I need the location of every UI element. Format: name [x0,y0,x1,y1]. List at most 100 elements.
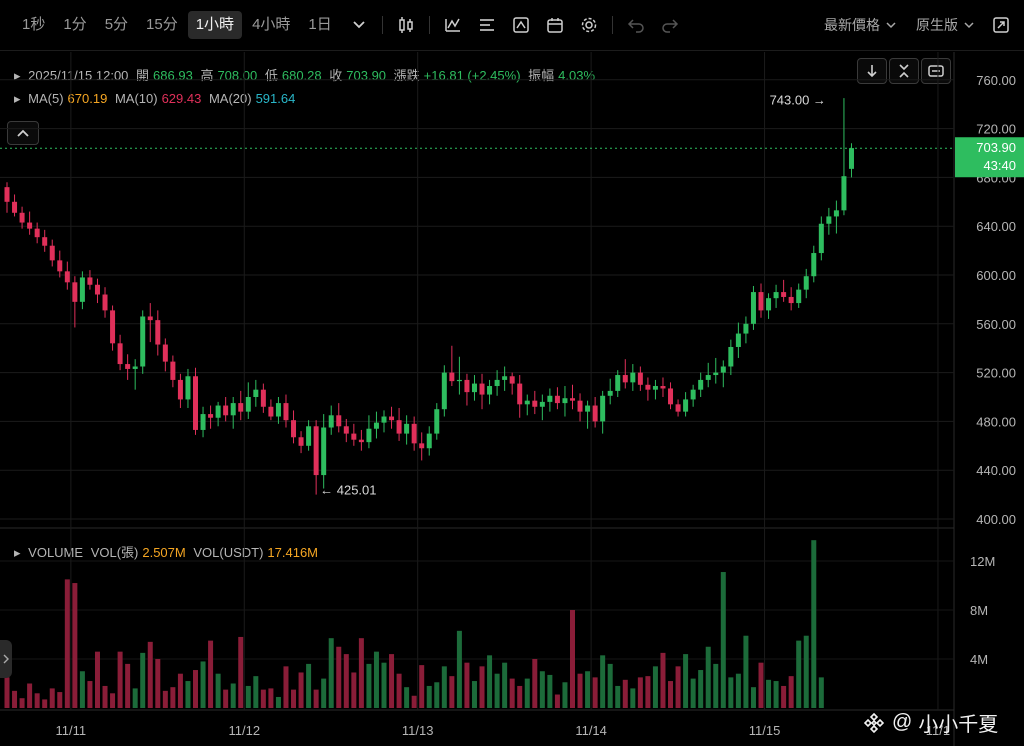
candle-body [788,296,794,304]
volume-bar [811,540,817,708]
time-tick-label: 11/1 [926,723,950,738]
candle-body [652,386,658,390]
collapse-indicators-button[interactable] [7,121,39,145]
volume-bar [788,676,794,708]
interval-5m[interactable]: 5分 [104,16,129,33]
volume-bar [19,698,25,708]
expand-arrow-icon[interactable]: ▸ [14,91,21,106]
volume-bar [185,681,191,708]
candle-body [630,372,636,383]
candle-body [735,333,741,347]
indicator-icon[interactable] [436,11,470,39]
change-label: 漲跌 [393,68,420,83]
candle-type-icon[interactable] [389,11,423,39]
candle-body [238,403,244,412]
candle-body [570,398,575,401]
candle-body [389,416,395,421]
candle-body [585,405,591,412]
layout-icon [928,65,944,77]
volume-bar [803,635,809,708]
low-label: 低 [264,68,278,83]
redo-icon[interactable] [653,11,687,39]
side-panel-toggle[interactable] [0,640,12,678]
volume-bar [487,655,493,708]
time-tick-label: 11/14 [575,723,607,738]
toolbar-divider [428,16,430,34]
calendar-icon[interactable] [538,11,572,39]
volume-bar [170,687,176,708]
candle-body [72,282,78,302]
volume-bar [125,663,131,708]
price-tick-label: 480.00 [976,414,1016,429]
candle-body [713,372,719,376]
interval-1s[interactable]: 1秒 [22,16,46,33]
volume-bar [298,672,304,708]
volume-bar [147,641,153,708]
candle-body [577,400,583,412]
ma10-value: 629.43 [161,91,202,106]
toolbar-divider [381,16,383,34]
candle-body [841,176,847,211]
volume-bar [193,670,198,708]
volume-bar [720,572,726,708]
volume-bar [441,666,447,708]
candle-body [811,253,817,277]
interval-1d[interactable]: 1日 [308,16,332,33]
candle-body [411,423,417,444]
candle-body [487,386,493,395]
volume-bar [260,689,266,708]
interval-4h[interactable]: 4小時 [252,16,291,33]
candle-body [479,383,485,395]
candle-body [268,406,274,417]
candle-body [539,401,545,407]
vol-coin-value: 2.507M [142,545,186,560]
expand-arrow-icon[interactable]: ▸ [14,545,21,560]
interval-1h[interactable]: 1小時 [187,11,243,39]
candle-body [373,422,379,429]
interval-1m[interactable]: 1分 [63,16,87,33]
low-value: 680.28 [281,68,322,83]
candle-body [426,433,432,449]
volume-bar [57,692,63,708]
candle-body [283,403,289,421]
volume-bar [479,666,485,708]
chevron-up-icon [17,129,29,137]
interval-15m[interactable]: 15分 [146,16,178,33]
undo-icon[interactable] [619,11,653,39]
price-tick-label: 640.00 [976,219,1016,234]
candle-body [720,366,726,373]
volume-bar [713,663,719,708]
candle-body [19,212,25,223]
min-price-label: ← 425.01 [320,482,376,497]
max-price-label: 743.00 → [770,93,826,108]
expand-arrow-icon[interactable]: ▸ [14,68,21,83]
candle-body [554,395,560,404]
version-select[interactable]: 原生版 [906,15,984,35]
candle-body [358,439,364,443]
price-type-select[interactable]: 最新價格 [814,15,906,35]
ma20-label: MA(20) [208,91,252,106]
volume-bar [27,683,33,708]
candle-body [698,379,704,390]
drawing-icon[interactable] [504,11,538,39]
volume-bar [668,681,674,708]
settings-list-icon[interactable] [470,11,504,39]
candle-body [193,376,198,430]
candle-body [366,428,372,443]
volume-bar [456,630,462,708]
open-label: 開 [136,68,150,83]
volume-tick-label: 8M [970,603,988,618]
gear-icon[interactable] [572,11,606,39]
candle-body [200,414,206,430]
candle-body [622,375,628,383]
volume-bar [743,635,749,708]
fullscreen-icon[interactable] [984,11,1018,39]
candle-body [600,395,606,422]
chevron-down-icon[interactable] [342,11,376,39]
volume-bar [585,671,591,708]
candle-body [27,222,33,229]
candle-body [607,390,613,396]
candle-body [796,289,802,304]
candle-body [306,426,312,446]
